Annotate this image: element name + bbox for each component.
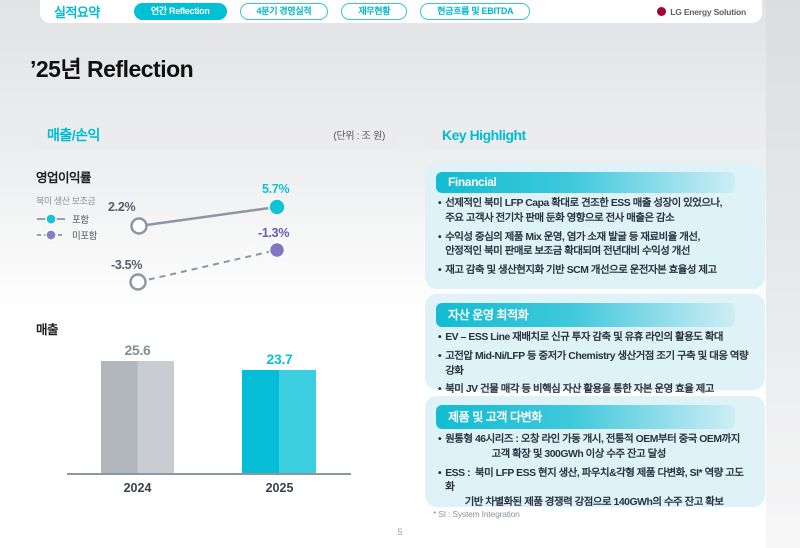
tab-annual-reflection[interactable]: 연간 Reflection	[133, 3, 227, 20]
financial-tag: Financial	[436, 172, 735, 193]
excl-start-value: -3.5%	[111, 258, 143, 272]
tab-bar: 연간 Reflection 4분기 경영실적 재무현황 현금흐름 및 EBITD…	[133, 3, 531, 20]
header-bar: 실적요약 연간 Reflection 4분기 경영실적 재무현황 현금흐름 및 …	[40, 0, 762, 23]
line-chart-legend: 북미 생산 보조금 포함 미포함	[36, 194, 97, 243]
revenue-2025-value: 23.7	[266, 351, 293, 367]
sales-profit-section-bar: 매출/손익 (단위 : 조 원)	[30, 119, 398, 150]
legend-item-included: 포함	[36, 211, 97, 227]
tab-financial-status[interactable]: 재무현황	[341, 3, 408, 20]
page-number: 5	[397, 527, 403, 537]
asset-bullet-2: 고전압 Mid-Ni/LFP 등 중저가 Chemistry 생산거점 조기 구…	[438, 350, 752, 380]
product-bullet-2: ESS : 북미 LFP ESS 현지 생산, 파우치&각형 제품 다변화, S…	[438, 467, 752, 511]
key-highlight-title: Key Highlight	[442, 126, 526, 143]
bar-chart-axis	[67, 473, 351, 475]
page-title: ’25년 Reflection	[30, 56, 194, 82]
legend-excluded-label: 미포함	[72, 231, 98, 242]
revenue-title: 매출	[36, 323, 59, 337]
key-highlight-section-bar: Key Highlight	[425, 119, 765, 150]
lg-logo-icon	[657, 7, 667, 16]
financial-bullet-2: 수익성 중심의 제품 Mix 운영, 염가 소재 발굴 등 재료비율 개선, 안…	[438, 231, 752, 261]
legend-included-label: 포함	[72, 215, 89, 226]
year-2025-label: 2025	[265, 481, 294, 495]
summary-label: 실적요약	[54, 5, 100, 20]
panel-asset-optimization: 자산 운영 최적화 EV – ESS Line 재배치로 신규 투자 감축 및 …	[425, 294, 765, 395]
panel-financial: Financial 선제적인 북미 LFP Capa 확대로 견조한 ESS 매…	[425, 163, 765, 289]
financial-bullet-3: 재고 감축 및 생산현지화 기반 SCM 개선으로 운전자본 효율성 제고	[438, 264, 752, 279]
revenue-2024-bar	[101, 361, 174, 474]
operating-margin-line-chart	[129, 198, 286, 291]
incl-end-value: 5.7%	[262, 182, 290, 196]
lg-logo: LG Energy Solution	[657, 7, 746, 17]
tab-q4-results[interactable]: 4분기 경영실적	[239, 3, 329, 20]
unit-label: (단위 : 조 원)	[333, 131, 385, 142]
asset-optimization-tag: 자산 운영 최적화	[436, 303, 735, 327]
page-right-margin	[766, 0, 800, 548]
asset-bullet-3: 북미 JV 건물 매각 등 비핵심 자산 활용을 통한 자본 운영 효율 제고	[438, 383, 752, 398]
panel-product-diversification: 제품 및 고객 다변화 원통형 46시리즈 : 오창 라인 가동 개시, 전통적…	[425, 396, 765, 508]
legend-item-excluded: 미포함	[36, 227, 97, 243]
legend-dashed-line-icon	[37, 229, 65, 241]
si-footnote: * SI : System Integration	[433, 509, 520, 519]
legend-title: 북미 생산 보조금	[36, 196, 96, 206]
revenue-2025-bar	[242, 370, 316, 474]
incl-start-value: 2.2%	[108, 200, 136, 214]
excl-end-value: -1.3%	[258, 226, 290, 240]
financial-bullet-1: 선제적인 북미 LFP Capa 확대로 견조한 ESS 매출 성장이 있었으나…	[438, 197, 752, 227]
product-diversification-tag: 제품 및 고객 다변화	[436, 405, 735, 429]
asset-bullet-1: EV – ESS Line 재배치로 신규 투자 감축 및 유휴 라인의 활용도…	[438, 331, 752, 346]
sales-profit-title: 매출/손익	[47, 126, 100, 143]
operating-margin-title: 영업이익률	[36, 171, 92, 185]
lg-logo-text: LG Energy Solution	[670, 6, 746, 17]
year-2024-label: 2024	[123, 481, 152, 495]
product-bullet-1: 원통형 46시리즈 : 오창 라인 가동 개시, 전통적 OEM부터 중국 OE…	[438, 433, 752, 463]
legend-solid-line-icon	[37, 213, 65, 225]
revenue-2024-value: 25.6	[124, 342, 151, 358]
tab-cashflow-ebitda[interactable]: 현금흐름 및 EBITDA	[420, 3, 531, 20]
